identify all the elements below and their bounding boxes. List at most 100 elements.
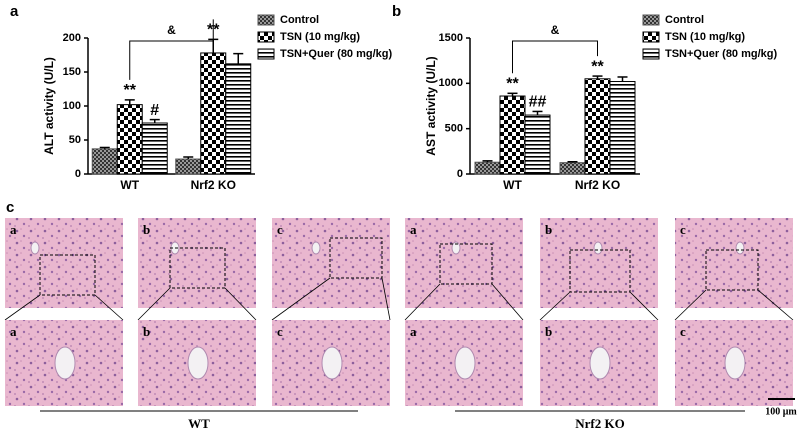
panel-sublabel: c bbox=[277, 324, 283, 339]
significance-label: ** bbox=[591, 58, 604, 75]
vessel bbox=[321, 346, 343, 380]
error-bar bbox=[183, 156, 194, 160]
vessel bbox=[589, 346, 611, 380]
micrograph bbox=[405, 218, 523, 308]
bar bbox=[499, 95, 526, 175]
zoom-line bbox=[491, 283, 524, 321]
zoom-box bbox=[169, 247, 226, 289]
x-tick-label: Nrf2 KO bbox=[191, 178, 236, 192]
vessel bbox=[187, 346, 209, 380]
error-bar bbox=[124, 99, 135, 105]
panel-sublabel: c bbox=[680, 222, 686, 237]
significance-label: # bbox=[150, 102, 159, 119]
zoom-box bbox=[329, 237, 383, 279]
legend-swatch bbox=[257, 31, 275, 43]
group-label: Nrf2 KO bbox=[575, 416, 624, 431]
significance-label: ** bbox=[124, 82, 137, 99]
group-label: WT bbox=[188, 416, 210, 431]
zoom-line bbox=[757, 289, 794, 321]
legend-label: Control bbox=[665, 14, 704, 26]
zoom-line bbox=[539, 291, 571, 321]
zoom-line bbox=[271, 277, 331, 321]
zoom-box bbox=[705, 249, 759, 291]
bracket-label: & bbox=[551, 23, 560, 37]
legend-swatch bbox=[642, 31, 660, 43]
zoom-line bbox=[4, 294, 41, 321]
bar bbox=[524, 114, 551, 175]
y-axis-title: ALT activity (U/L) bbox=[42, 57, 56, 155]
x-tick-label: WT bbox=[120, 178, 139, 192]
micrograph bbox=[540, 218, 658, 308]
vessel bbox=[724, 346, 746, 380]
panel-sublabel: b bbox=[545, 324, 552, 339]
bar bbox=[584, 78, 611, 175]
micrograph bbox=[138, 218, 256, 308]
error-bar bbox=[567, 161, 578, 163]
panel-sublabel: b bbox=[143, 324, 150, 339]
vessel bbox=[593, 241, 603, 255]
bar bbox=[116, 104, 143, 175]
zoom-line bbox=[137, 287, 171, 321]
error-bar bbox=[592, 75, 603, 79]
scale-bar-label: 100 μm bbox=[765, 406, 797, 417]
panel-sublabel: c bbox=[277, 222, 283, 237]
zoom-line bbox=[224, 287, 257, 321]
error-bar bbox=[149, 118, 160, 123]
legend-label: TSN+Quer (80 mg/kg) bbox=[665, 48, 778, 60]
y-tick-label: 1000 bbox=[439, 77, 463, 89]
error-bar bbox=[482, 160, 493, 163]
legend-label: TSN (10 mg/kg) bbox=[280, 31, 360, 43]
y-tick-label: 500 bbox=[445, 123, 463, 135]
vessel bbox=[451, 241, 461, 255]
y-axis-title: AST activity (U/L) bbox=[424, 56, 438, 155]
micrograph bbox=[272, 218, 390, 308]
y-tick-label: 200 bbox=[63, 32, 81, 44]
error-bar bbox=[233, 52, 244, 64]
panel-sublabel: b bbox=[545, 222, 552, 237]
significance-label: ## bbox=[529, 94, 547, 111]
panel-sublabel: b bbox=[143, 222, 150, 237]
vessel bbox=[30, 241, 40, 255]
zoom-box bbox=[39, 254, 96, 296]
y-tick-label: 50 bbox=[69, 134, 81, 146]
bar bbox=[609, 81, 636, 175]
bar bbox=[141, 122, 168, 175]
x-tick-label: WT bbox=[503, 178, 522, 192]
y-tick-label: 0 bbox=[457, 168, 463, 180]
zoom-line bbox=[381, 277, 391, 321]
legend-swatch bbox=[257, 48, 275, 60]
panel-sublabel: a bbox=[410, 222, 417, 237]
legend-label: TSN+Quer (80 mg/kg) bbox=[280, 48, 393, 60]
panel-sublabel: a bbox=[10, 222, 17, 237]
legend-swatch bbox=[257, 14, 275, 26]
zoom-line bbox=[404, 283, 441, 321]
zoom-box bbox=[439, 243, 493, 285]
error-bar bbox=[99, 146, 110, 149]
error-bar bbox=[617, 76, 628, 82]
y-tick-label: 0 bbox=[75, 168, 81, 180]
vessel bbox=[735, 241, 745, 255]
bar bbox=[91, 148, 118, 175]
panel-label: a bbox=[10, 3, 19, 20]
panel-sublabel: a bbox=[410, 324, 417, 339]
zoom-line bbox=[94, 294, 124, 321]
bar bbox=[474, 161, 501, 175]
legend-swatch bbox=[642, 48, 660, 60]
micrograph bbox=[5, 218, 123, 308]
panel-sublabel: a bbox=[10, 324, 17, 339]
micrograph bbox=[675, 218, 793, 308]
zoom-box bbox=[569, 249, 631, 293]
zoom-line bbox=[674, 289, 707, 321]
legend-swatch bbox=[642, 14, 660, 26]
bracket-label: & bbox=[167, 23, 176, 37]
y-tick-label: 150 bbox=[63, 66, 81, 78]
legend-label: TSN (10 mg/kg) bbox=[665, 31, 745, 43]
y-tick-label: 100 bbox=[63, 100, 81, 112]
error-bar bbox=[532, 110, 543, 116]
vessel bbox=[454, 346, 476, 380]
bar bbox=[175, 158, 202, 175]
legend-label: Control bbox=[280, 14, 319, 26]
vessel bbox=[311, 241, 321, 255]
